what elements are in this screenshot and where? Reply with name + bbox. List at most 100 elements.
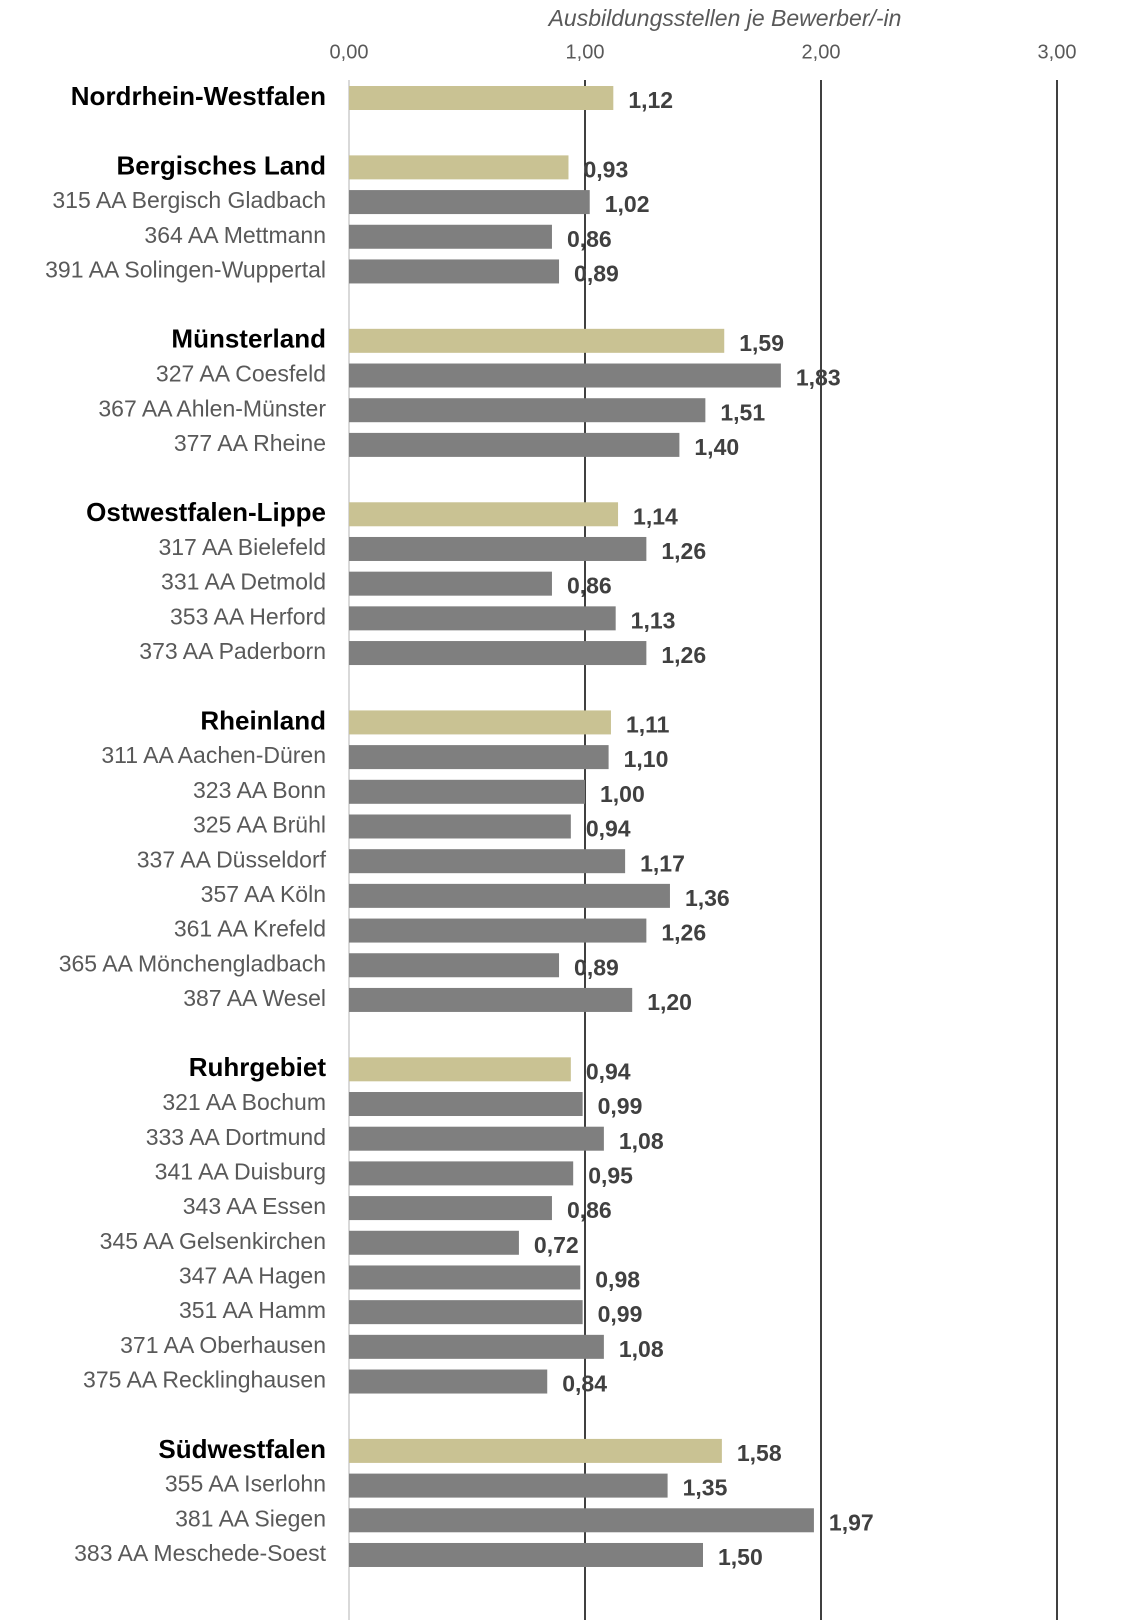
value-label: 1,08 [619,1336,664,1362]
bar [349,155,569,180]
value-label: 1,12 [628,87,673,113]
group-label: Rheinland [200,705,326,735]
category-label: 351 AA Hamm [179,1297,326,1323]
category-label: 325 AA Brühl [193,812,326,838]
value-label: 0,86 [567,573,612,599]
category-label: 381 AA Siegen [175,1505,326,1531]
axis-title: Ausbildungsstellen je Bewerber/-in [547,5,902,31]
category-label: 321 AA Bochum [162,1089,326,1115]
value-label: 1,36 [685,885,730,911]
bar [349,779,585,804]
bar [349,190,590,215]
category-label: 341 AA Duisburg [155,1158,326,1184]
bar [349,641,647,666]
value-label: 1,26 [661,920,706,946]
value-label: 1,59 [739,330,784,356]
bar [349,1196,552,1221]
bar [349,502,619,527]
bar [349,571,552,596]
value-label: 0,95 [588,1162,633,1188]
bar [349,328,725,353]
value-label: 0,99 [598,1093,643,1119]
value-label: 0,99 [598,1301,643,1327]
category-label: 375 AA Recklinghausen [83,1367,326,1393]
bar [349,224,552,249]
value-label: 0,93 [583,156,628,182]
value-label: 1,14 [633,503,678,529]
bar [349,86,614,110]
category-label: 377 AA Rheine [174,430,326,456]
category-label: 383 AA Meschede-Soest [74,1540,326,1566]
value-label: 0,86 [567,1197,612,1223]
value-label: 1,13 [631,607,676,633]
value-label: 1,17 [640,850,685,876]
bar [349,1542,703,1567]
category-label: 353 AA Herford [170,603,326,629]
category-label: 364 AA Mettmann [144,222,326,248]
category-label: 387 AA Wesel [183,985,326,1011]
bar [349,1508,814,1533]
group-label: Ostwestfalen-Lippe [86,497,326,527]
bar [349,918,647,943]
bar [349,1126,604,1151]
bar [349,606,616,631]
category-label: 343 AA Essen [183,1193,326,1219]
bar [349,1092,583,1117]
value-label: 0,72 [534,1232,579,1258]
bar [349,1230,519,1255]
group-label: Südwestfalen [158,1434,326,1464]
bar [349,1334,604,1359]
bar [349,1438,722,1463]
value-label: 1,51 [720,399,765,425]
bar [349,432,680,457]
x-tick-label: 3,00 [1038,41,1077,63]
value-label: 1,00 [600,781,645,807]
category-label: 331 AA Detmold [161,569,326,595]
bar [349,1369,548,1394]
group-label: Nordrhein-Westfalen [71,81,326,111]
value-label: 1,50 [718,1544,763,1570]
value-label: 1,83 [796,365,841,391]
bar [349,710,611,735]
value-label: 1,02 [605,191,650,217]
value-label: 1,20 [647,989,692,1015]
category-label: 355 AA Iserlohn [165,1471,326,1497]
value-label: 1,26 [661,538,706,564]
category-label: 327 AA Coesfeld [156,361,326,387]
category-label: 311 AA Aachen-Düren [101,742,326,768]
bar [349,1265,581,1290]
value-label: 1,97 [829,1509,874,1535]
x-tick-label: 1,00 [566,41,605,63]
value-label: 1,58 [737,1440,782,1466]
value-label: 1,08 [619,1128,664,1154]
bar [349,1161,574,1186]
bar [349,536,647,561]
bar [349,259,560,284]
value-label: 1,11 [626,711,670,737]
bar [349,363,781,388]
bar [349,987,633,1012]
bar [349,883,670,908]
category-label: 345 AA Gelsenkirchen [100,1228,326,1254]
group-label: Bergisches Land [116,150,326,180]
bar [349,849,626,874]
value-label: 1,10 [624,746,669,772]
value-label: 1,40 [694,434,739,460]
bar [349,1300,583,1325]
bar [349,745,609,770]
value-label: 0,94 [586,816,631,842]
x-tick-label: 2,00 [802,41,841,63]
category-label: 317 AA Bielefeld [158,534,326,560]
x-tick-label: 0,00 [330,41,369,63]
category-label: 367 AA Ahlen-Münster [98,395,326,421]
category-label: 337 AA Düsseldorf [137,846,327,872]
value-label: 0,86 [567,226,612,252]
value-label: 0,94 [586,1058,631,1084]
bar [349,1057,571,1082]
category-label: 357 AA Köln [201,881,326,907]
value-label: 1,26 [661,642,706,668]
category-label: 347 AA Hagen [179,1263,326,1289]
value-label: 0,89 [574,954,619,980]
bar [349,398,706,423]
